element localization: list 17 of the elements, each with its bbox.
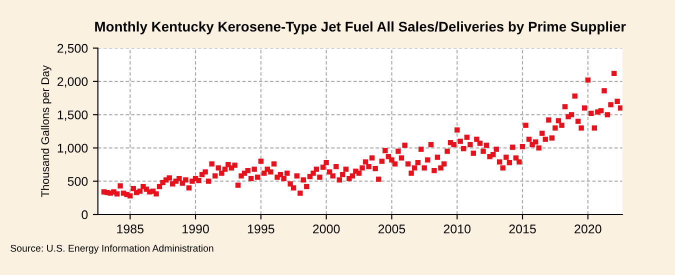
x-tick-label: 1985 xyxy=(117,224,144,234)
x-tick-label: 1990 xyxy=(182,224,209,234)
chart-title: Monthly Kentucky Kerosene-Type Jet Fuel All Sales/Deliveries by Prime Supplier xyxy=(95,21,626,34)
x-tick-label: 2010 xyxy=(444,224,471,234)
x-tick-label: 2020 xyxy=(574,224,602,234)
y-tick-label: 1,500 xyxy=(58,110,88,121)
source-note: Source: U.S. Energy Information Administration xyxy=(10,244,214,254)
y-axis-title: Thousand Gallons per Day xyxy=(40,65,52,198)
y-tick-label: 500 xyxy=(68,177,88,186)
y-tick-label: 0 xyxy=(82,210,88,220)
x-tick-label: 2000 xyxy=(313,224,340,234)
y-tick-label: 2,000 xyxy=(58,77,88,88)
x-tick-label: 2015 xyxy=(509,224,536,234)
y-tick-label: 2,500 xyxy=(58,44,88,54)
y-tick-label: 1,000 xyxy=(58,144,88,154)
x-tick-label: 2005 xyxy=(378,224,406,234)
x-tick-label: 1995 xyxy=(248,224,274,234)
